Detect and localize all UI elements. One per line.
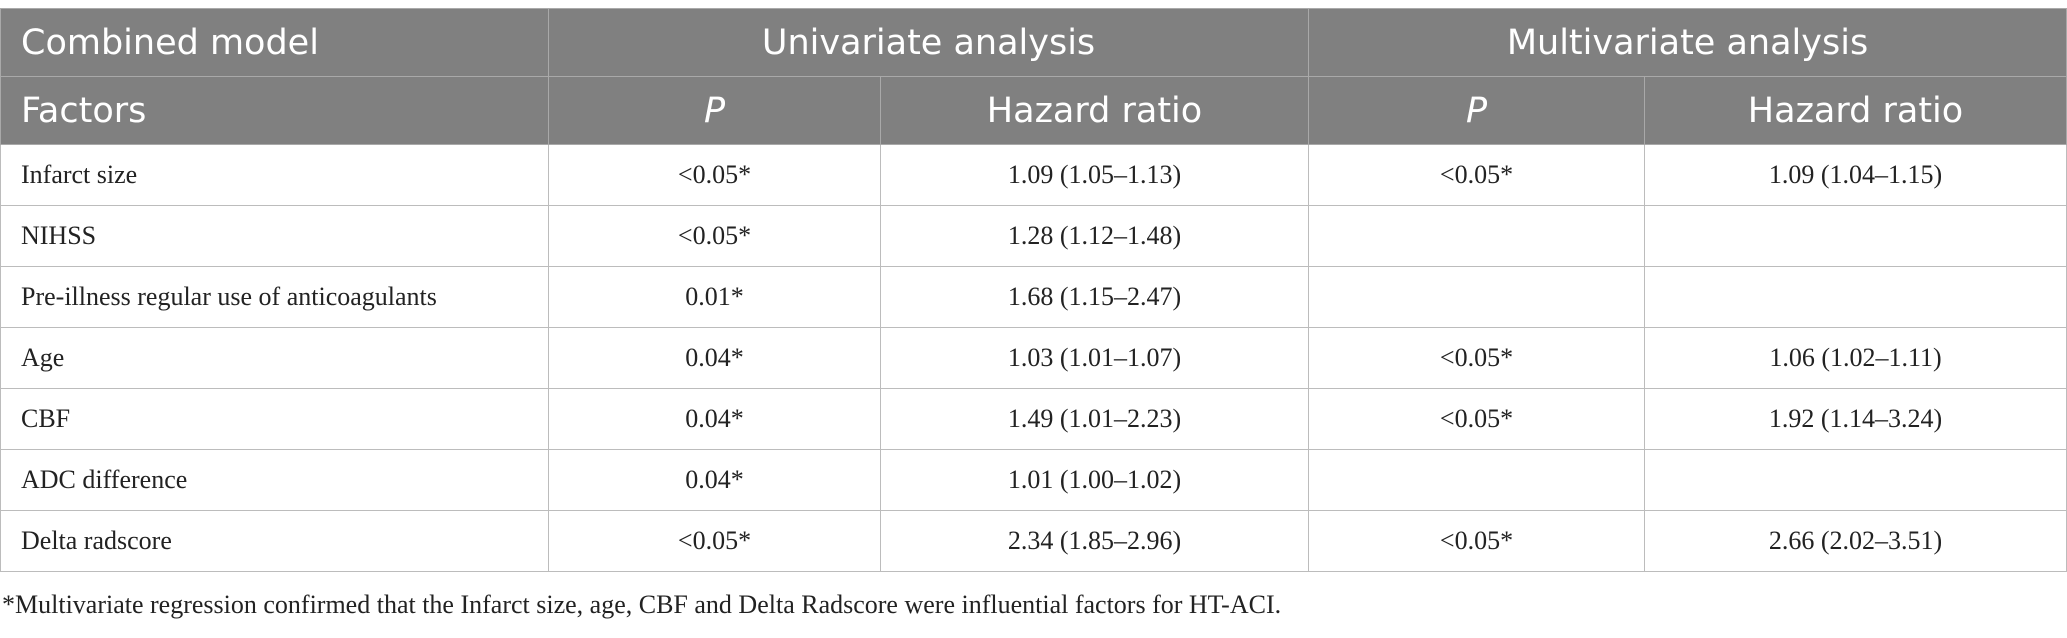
- table-row: NIHSS <0.05* 1.28 (1.12–1.48): [0, 205, 2067, 267]
- multivariate-hazard-ratio-cell: 2.66 (2.02–3.51): [1644, 510, 2067, 572]
- table-footnote: *Multivariate regression confirmed that …: [2, 590, 1282, 619]
- header-row-groups: Combined model Univariate analysis Multi…: [0, 8, 2067, 77]
- univariate-p-cell: 0.04*: [548, 388, 881, 450]
- factor-cell: CBF: [0, 388, 549, 450]
- header-multivariate-analysis: Multivariate analysis: [1308, 8, 2067, 77]
- header-univariate-hazard-ratio: Hazard ratio: [880, 76, 1309, 145]
- header-factors: Factors: [0, 76, 549, 145]
- factor-cell: Age: [0, 327, 549, 389]
- header-row-columns: Factors P Hazard ratio P Hazard ratio: [0, 76, 2067, 145]
- header-multivariate-hazard-ratio: Hazard ratio: [1644, 76, 2067, 145]
- regression-table: Combined model Univariate analysis Multi…: [0, 8, 2067, 572]
- univariate-p-cell: 0.04*: [548, 327, 881, 389]
- multivariate-p-cell: <0.05*: [1308, 510, 1645, 572]
- multivariate-hazard-ratio-cell: 1.92 (1.14–3.24): [1644, 388, 2067, 450]
- multivariate-hazard-ratio-cell: 1.09 (1.04–1.15): [1644, 144, 2067, 206]
- factor-cell: NIHSS: [0, 205, 549, 267]
- factor-cell: ADC difference: [0, 449, 549, 511]
- header-univariate-p: P: [548, 76, 881, 145]
- multivariate-hazard-ratio-cell: [1644, 266, 2067, 328]
- header-combined-model: Combined model: [0, 8, 549, 77]
- univariate-p-cell: 0.04*: [548, 449, 881, 511]
- multivariate-p-cell: <0.05*: [1308, 144, 1645, 206]
- univariate-hazard-ratio-cell: 1.03 (1.01–1.07): [880, 327, 1309, 389]
- multivariate-hazard-ratio-cell: [1644, 205, 2067, 267]
- factor-cell: Infarct size: [0, 144, 549, 206]
- univariate-p-cell: 0.01*: [548, 266, 881, 328]
- univariate-p-cell: <0.05*: [548, 510, 881, 572]
- univariate-hazard-ratio-cell: 1.01 (1.00–1.02): [880, 449, 1309, 511]
- multivariate-hazard-ratio-cell: [1644, 449, 2067, 511]
- univariate-hazard-ratio-cell: 1.68 (1.15–2.47): [880, 266, 1309, 328]
- factor-cell: Delta radscore: [0, 510, 549, 572]
- univariate-hazard-ratio-cell: 2.34 (1.85–2.96): [880, 510, 1309, 572]
- table-row: Age 0.04* 1.03 (1.01–1.07) <0.05* 1.06 (…: [0, 327, 2067, 389]
- multivariate-p-cell: [1308, 205, 1645, 267]
- univariate-hazard-ratio-cell: 1.49 (1.01–2.23): [880, 388, 1309, 450]
- table-row: Pre-illness regular use of anticoagulant…: [0, 266, 2067, 328]
- factor-cell: Pre-illness regular use of anticoagulant…: [0, 266, 549, 328]
- table-row: Infarct size <0.05* 1.09 (1.05–1.13) <0.…: [0, 144, 2067, 206]
- multivariate-hazard-ratio-cell: 1.06 (1.02–1.11): [1644, 327, 2067, 389]
- multivariate-p-cell: [1308, 449, 1645, 511]
- table-row: CBF 0.04* 1.49 (1.01–2.23) <0.05* 1.92 (…: [0, 388, 2067, 450]
- multivariate-p-cell: <0.05*: [1308, 327, 1645, 389]
- header-univariate-analysis: Univariate analysis: [548, 8, 1309, 77]
- multivariate-p-cell: <0.05*: [1308, 388, 1645, 450]
- univariate-hazard-ratio-cell: 1.28 (1.12–1.48): [880, 205, 1309, 267]
- multivariate-p-cell: [1308, 266, 1645, 328]
- regression-table-container: Combined model Univariate analysis Multi…: [0, 8, 2067, 572]
- univariate-p-cell: <0.05*: [548, 205, 881, 267]
- table-row: ADC difference 0.04* 1.01 (1.00–1.02): [0, 449, 2067, 511]
- univariate-p-cell: <0.05*: [548, 144, 881, 206]
- table-row: Delta radscore <0.05* 2.34 (1.85–2.96) <…: [0, 510, 2067, 572]
- univariate-hazard-ratio-cell: 1.09 (1.05–1.13): [880, 144, 1309, 206]
- header-multivariate-p: P: [1308, 76, 1645, 145]
